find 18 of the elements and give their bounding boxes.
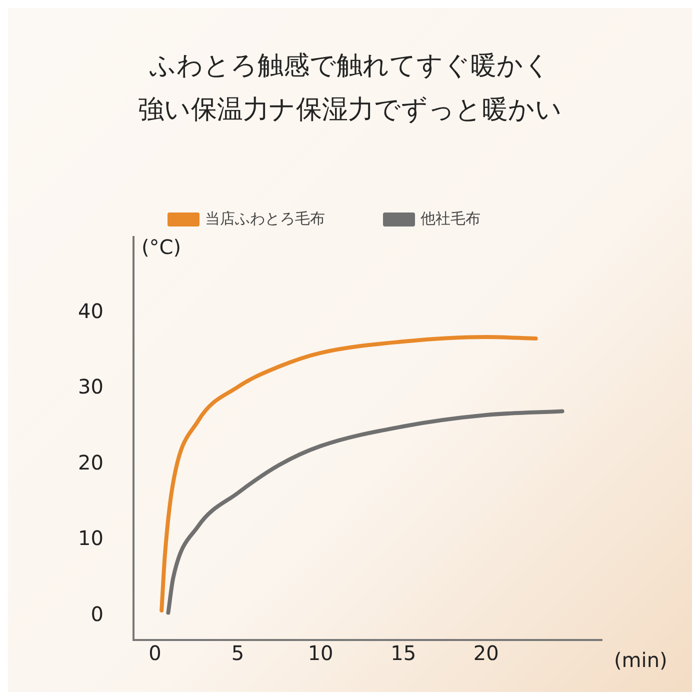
y-tick-label: 0 bbox=[90, 602, 104, 626]
chart-title: ふわとろ触感で触れてすぐ暖かく bbox=[148, 50, 552, 83]
x-tick-label: 20 bbox=[473, 641, 499, 666]
legend-label: 他社毛布 bbox=[420, 209, 480, 228]
y-tick-label: 10 bbox=[78, 526, 104, 550]
x-tick-label: 15 bbox=[390, 641, 416, 666]
x-axis-title: (min) bbox=[614, 648, 668, 672]
y-axis-title: (°C) bbox=[141, 235, 182, 260]
line-series bbox=[166, 409, 564, 615]
x-tick-label: 10 bbox=[308, 641, 334, 666]
x-tick-label: 0 bbox=[148, 641, 162, 666]
y-tick-label: 30 bbox=[78, 374, 104, 399]
chart-subtitle: 強い保温力ナ保湿力でずっと暖かい bbox=[137, 94, 563, 127]
line-series bbox=[160, 334, 538, 612]
x-tick-label: 5 bbox=[231, 641, 244, 666]
y-tick-label: 20 bbox=[78, 450, 104, 474]
legend-label: 当店ふわとろ毛布 bbox=[205, 209, 325, 228]
y-tick-label: 40 bbox=[78, 298, 104, 323]
